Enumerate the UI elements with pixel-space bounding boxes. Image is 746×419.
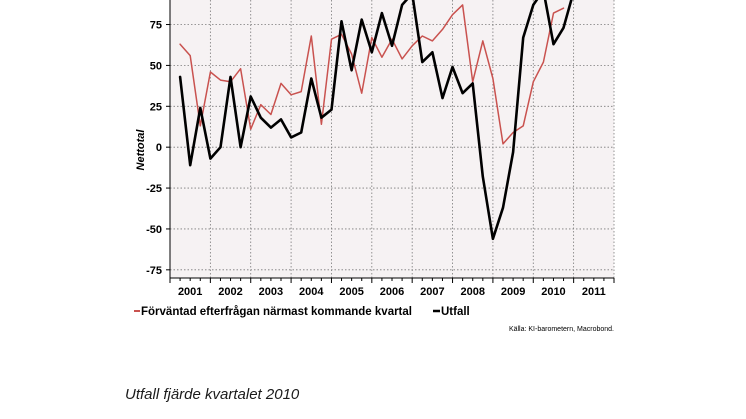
y-axis: -75 -50 -25 0 25 50 75 [146, 0, 171, 278]
y-tick-label: 75 [150, 20, 162, 32]
source-note: Källa: KI-barometern, Macrobond. [509, 326, 614, 333]
x-tick-label: 2004 [299, 286, 324, 298]
legend-label-forvantad: Förväntad efterfrågan närmast kommande k… [141, 306, 412, 318]
y-axis-label: Nettotal [135, 129, 147, 171]
x-tick-label: 2005 [339, 286, 363, 298]
x-tick-label: 2006 [380, 286, 404, 298]
x-tick-label: 2003 [259, 286, 283, 298]
y-tick-label: 25 [150, 101, 162, 113]
x-tick-label: 2011 [582, 286, 606, 298]
x-tick-label: 2001 [178, 286, 202, 298]
x-tick-label: 2008 [460, 286, 484, 298]
series-line-forvantad [179, 4, 565, 145]
legend-label-utfall: Utfall [441, 306, 470, 318]
x-tick-label: 2010 [541, 286, 565, 298]
y-tick-label: -50 [146, 224, 162, 236]
y-tick-label: -25 [146, 183, 162, 195]
y-tick-label: 0 [156, 142, 162, 154]
x-tick-label: 2007 [420, 286, 444, 298]
x-tick-label: 2009 [501, 286, 525, 298]
legend: Förväntad efterfrågan närmast kommande k… [134, 306, 470, 318]
series-line-utfall [178, 0, 573, 241]
y-tick-label: -75 [146, 265, 162, 277]
x-axis: 2001 2002 2003 2004 2005 2006 2007 2008 2009 2010… [169, 277, 615, 298]
y-tick-label: 50 [150, 60, 162, 72]
x-tick-label: 2002 [218, 286, 242, 298]
series-lines [178, 0, 573, 241]
caption: Utfall fjärde kvartalet 2010 [125, 386, 300, 403]
